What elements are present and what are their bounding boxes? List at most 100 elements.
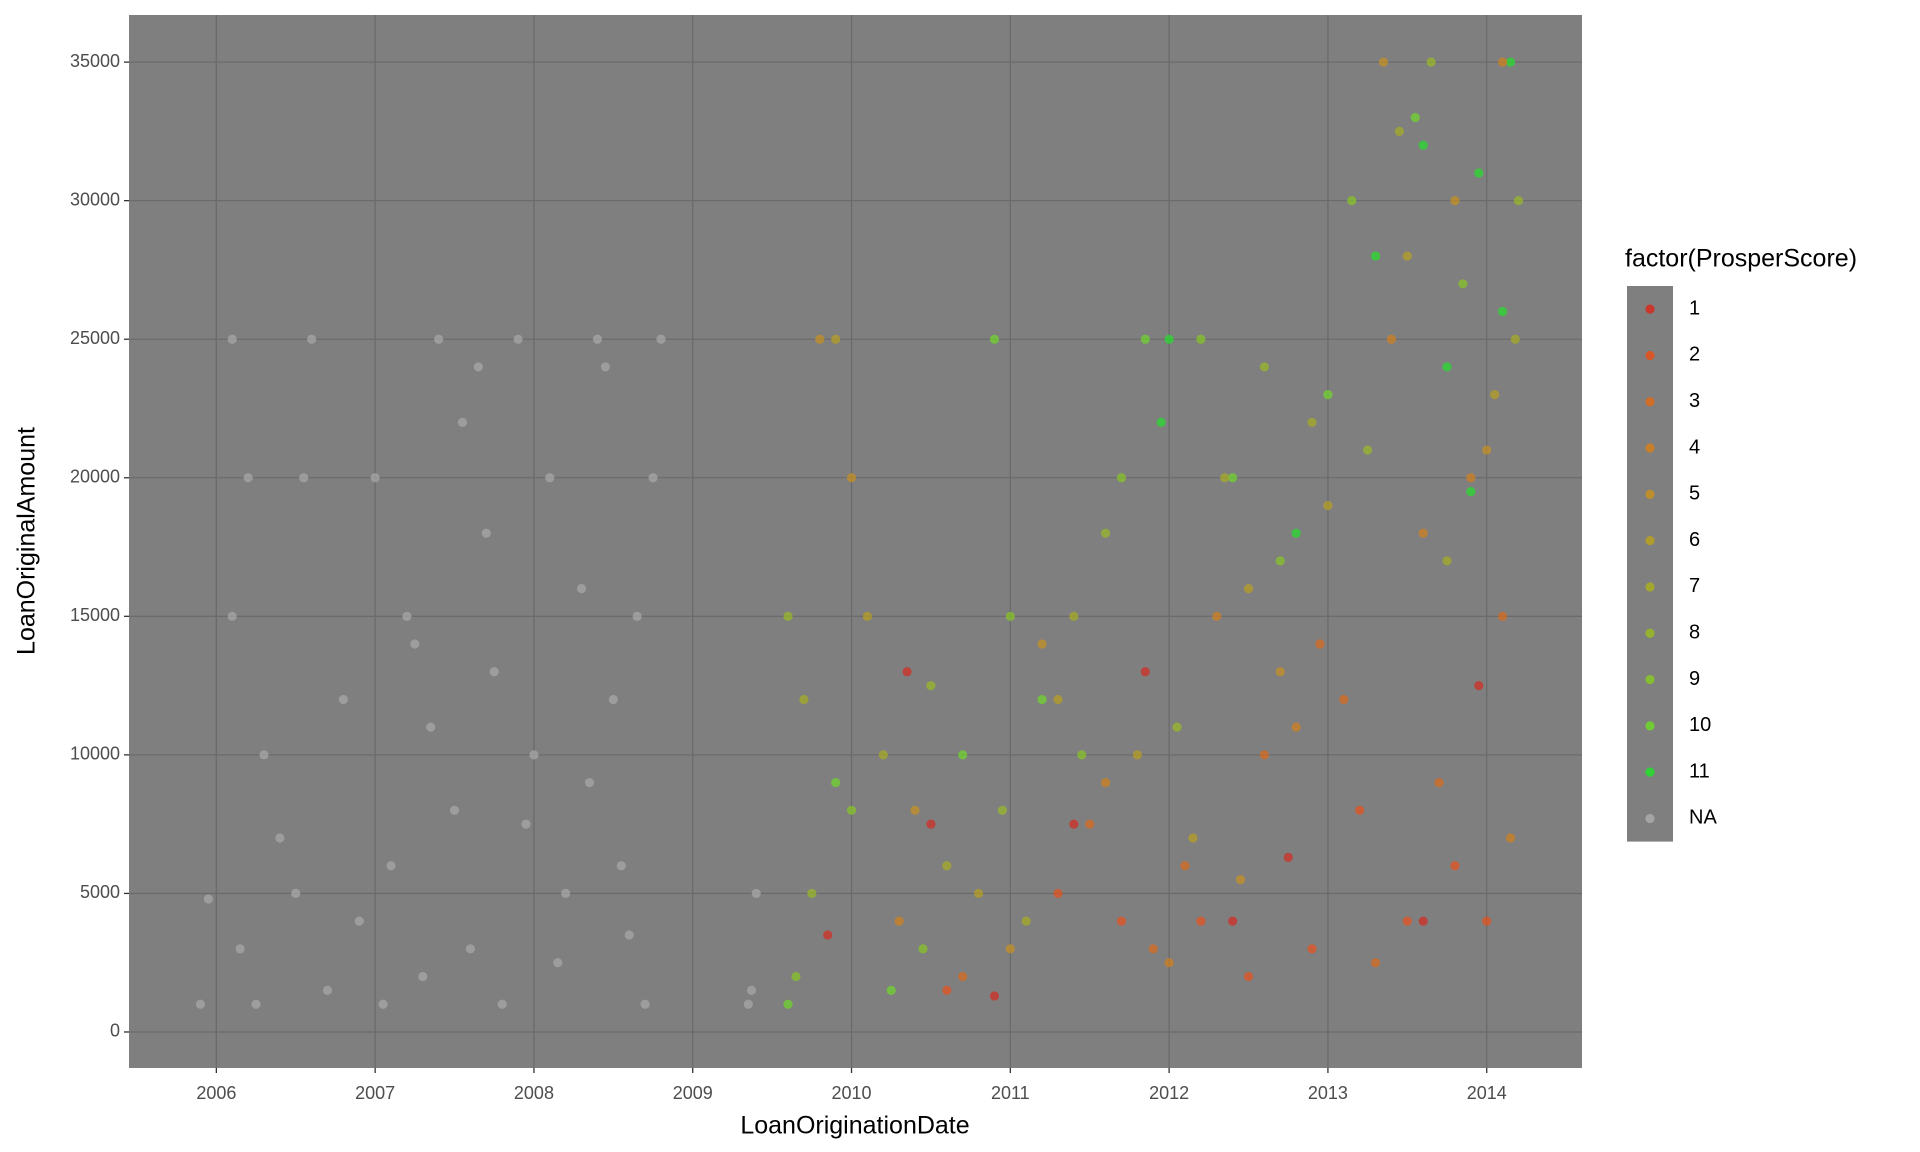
legend-key: [1645, 628, 1655, 638]
point: [1482, 445, 1492, 455]
point: [402, 611, 412, 621]
point: [958, 971, 968, 982]
x-tick-label: 2008: [514, 1083, 554, 1103]
point: [1474, 680, 1484, 691]
point: [1243, 971, 1254, 982]
point: [640, 999, 650, 1009]
point: [561, 888, 571, 899]
legend-key: [1645, 304, 1655, 314]
point: [1386, 334, 1397, 344]
point: [989, 334, 1000, 344]
point: [1402, 916, 1412, 926]
legend-label: 11: [1689, 760, 1710, 782]
point: [1164, 958, 1174, 968]
legend-label: 3: [1689, 390, 1700, 412]
point: [1037, 639, 1047, 649]
point: [926, 819, 936, 829]
legend-label: 7: [1689, 575, 1700, 597]
point: [846, 805, 857, 815]
point: [1442, 362, 1452, 372]
point: [354, 916, 364, 926]
legend-label: 4: [1689, 436, 1700, 458]
point: [886, 985, 896, 996]
point: [1259, 750, 1270, 760]
point: [1275, 556, 1285, 566]
point: [521, 819, 531, 829]
y-axis-title: LoanOriginalAmount: [13, 427, 41, 655]
point: [608, 694, 618, 705]
point: [1355, 805, 1365, 815]
point: [410, 639, 420, 649]
point: [1005, 944, 1015, 954]
point: [942, 861, 952, 871]
point: [235, 944, 245, 954]
point: [1235, 874, 1246, 885]
legend-label: 9: [1689, 668, 1700, 690]
x-tick-label: 2011: [991, 1083, 1030, 1103]
point: [529, 750, 539, 760]
point: [783, 611, 793, 621]
point: [1021, 916, 1031, 926]
point: [1458, 279, 1468, 289]
legend-key: [1645, 350, 1655, 361]
point: [1418, 528, 1428, 538]
point: [743, 999, 753, 1009]
point: [1323, 500, 1333, 511]
legend-key: [1645, 674, 1655, 685]
x-tick-label: 2010: [832, 1083, 872, 1103]
point: [632, 611, 642, 621]
point: [457, 417, 468, 427]
point: [1450, 861, 1460, 871]
point: [418, 971, 428, 982]
point: [1474, 168, 1484, 178]
point: [1466, 473, 1476, 483]
point: [1275, 667, 1285, 677]
point: [1156, 417, 1166, 427]
point: [1188, 833, 1198, 843]
point: [902, 667, 912, 677]
point: [942, 985, 952, 996]
point: [338, 694, 348, 705]
point: [958, 750, 968, 760]
point: [862, 611, 873, 621]
point: [656, 334, 666, 344]
point: [1196, 334, 1206, 344]
point: [918, 944, 928, 954]
point: [1180, 861, 1190, 871]
legend-label: 1: [1689, 297, 1700, 319]
legend-title: factor(ProsperScore): [1625, 245, 1857, 273]
point: [648, 473, 658, 483]
legend-label: 5: [1689, 483, 1700, 505]
legend-label: NA: [1689, 807, 1717, 829]
legend-key: [1645, 536, 1655, 546]
point: [1259, 362, 1270, 372]
point: [584, 777, 595, 788]
legend-label: 6: [1689, 529, 1700, 551]
point: [299, 473, 309, 483]
legend-label: 8: [1689, 622, 1700, 644]
point: [386, 861, 396, 871]
point: [378, 999, 388, 1009]
point: [1148, 944, 1158, 954]
point: [1426, 57, 1436, 67]
points: [195, 57, 1524, 1009]
point: [434, 334, 444, 344]
point: [1069, 611, 1079, 621]
point: [989, 991, 1000, 1001]
point: [746, 985, 757, 996]
point: [1510, 334, 1520, 344]
legend-key-background: [1627, 286, 1673, 842]
point: [259, 750, 269, 760]
point: [227, 334, 237, 344]
point: [497, 999, 507, 1009]
x-tick-label: 2007: [355, 1083, 395, 1103]
point: [926, 680, 936, 691]
point: [1418, 140, 1428, 150]
legend-key: [1645, 721, 1655, 731]
plot-panel: [129, 15, 1582, 1068]
point: [1077, 750, 1087, 760]
legend-key: [1645, 767, 1655, 777]
point: [481, 528, 491, 538]
point: [1370, 958, 1381, 968]
